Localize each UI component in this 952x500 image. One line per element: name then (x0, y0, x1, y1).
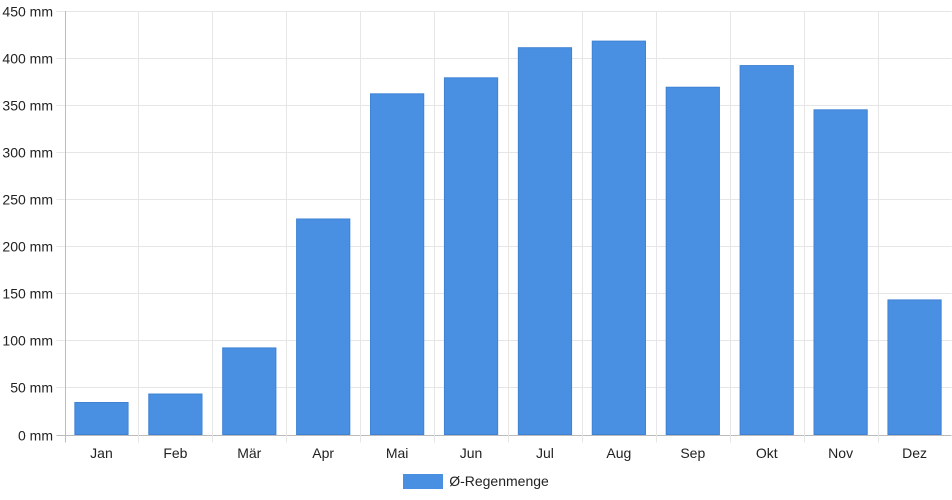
bar-Jul (517, 47, 573, 435)
y-axis-ticks: 0 mm 50 mm 100 mm 150 mm 200 mm 250 mm 300 mm 3… (2, 4, 53, 444)
x-tick-label: Jun (460, 445, 483, 461)
y-tick-label: 450 mm (2, 4, 53, 20)
x-tick-label: Mai (386, 445, 409, 461)
y-tick-label: 250 mm (2, 192, 53, 208)
bar-Sep (665, 86, 720, 435)
y-tick-label: 300 mm (2, 145, 53, 161)
x-axis-ticks: Jan Feb Mär Apr Mai Jun Jul Aug Sep Okt Nov Dez (90, 445, 927, 461)
x-tick-label: Okt (756, 445, 778, 461)
x-tick-label: Sep (680, 445, 705, 461)
legend-label: Ø-Regenmenge (449, 473, 549, 489)
x-tick-label: Feb (163, 445, 187, 461)
y-tick-label: 100 mm (2, 333, 53, 349)
bar-Feb (148, 393, 203, 436)
x-tick-label: Aug (606, 445, 631, 461)
x-tick-label: Dez (902, 445, 927, 461)
y-tick-label: 150 mm (2, 286, 53, 302)
y-tick-label: 0 mm (18, 428, 53, 444)
bar-Mai (370, 93, 425, 435)
x-tick-label: Apr (312, 445, 334, 461)
bar-Jan (74, 402, 129, 436)
y-tick-label: 350 mm (2, 98, 53, 114)
x-tick-label: Jan (90, 445, 113, 461)
x-tick-label: Nov (828, 445, 853, 461)
x-tick-label: Jul (536, 445, 554, 461)
bar-Jun (443, 77, 499, 436)
grid-lines (56, 11, 952, 443)
bar-Mär (222, 347, 277, 436)
bar-Nov (813, 109, 868, 435)
bar-Aug (591, 40, 646, 435)
bar-Dez (887, 299, 942, 435)
legend-swatch (403, 473, 444, 489)
legend[interactable]: Ø-Regenmenge (0, 473, 952, 489)
bars (74, 40, 942, 436)
y-tick-label: 400 mm (2, 51, 53, 67)
bar-Okt (739, 65, 794, 435)
y-tick-label: 200 mm (2, 239, 53, 255)
y-tick-label: 50 mm (10, 380, 53, 396)
bar-Apr (296, 218, 351, 435)
x-tick-label: Mär (237, 445, 261, 461)
